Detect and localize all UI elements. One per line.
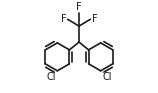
Text: Cl: Cl	[46, 72, 56, 82]
Text: Cl: Cl	[102, 72, 112, 82]
Text: F: F	[91, 14, 97, 24]
Text: F: F	[76, 2, 82, 12]
Text: F: F	[61, 14, 67, 24]
